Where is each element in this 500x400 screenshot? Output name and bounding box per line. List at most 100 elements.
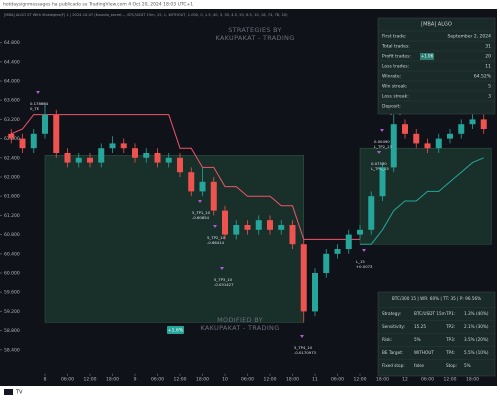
stats-key: Loss streak: — [382, 94, 409, 100]
candle-body — [143, 153, 150, 158]
settings-cell: Stop: — [446, 363, 457, 368]
arrow — [220, 267, 224, 270]
stop-line — [360, 157, 484, 245]
y-tick-label: 62.800 — [4, 136, 20, 142]
candle-body — [222, 210, 228, 235]
candle-body — [64, 153, 71, 163]
candle-body — [357, 229, 363, 235]
x-tick-label: 18:00 — [286, 377, 299, 383]
x-tick-label: 10 — [222, 377, 228, 383]
stats-value: 11 — [485, 64, 491, 70]
arrow — [377, 151, 381, 154]
arrow — [213, 225, 217, 228]
x-tick-label: 11 — [312, 377, 318, 383]
settings-cell: WITHOUT — [414, 350, 434, 355]
candle-body — [19, 138, 26, 149]
y-tick-label: 60.400 — [4, 251, 20, 257]
stats-value: 5 — [488, 84, 491, 90]
candle-body — [87, 157, 93, 163]
annotation: 5_TP2_10 — [207, 235, 226, 240]
y-tick-label: 58.800 — [4, 328, 20, 334]
settings-cell: Strategy: — [382, 311, 401, 316]
annotation: L_TP2_13 — [374, 144, 392, 149]
settings-cell: 5.5% (10%) — [464, 350, 489, 355]
indicator-line: [MBA] ALGO ST With Strategies(F) 1 | 202… — [4, 13, 288, 17]
stats-value: 64.52% — [474, 74, 492, 80]
annotation: 0.178664 — [30, 101, 49, 106]
candle-body — [75, 157, 82, 163]
y-tick-label: 60.000 — [4, 271, 20, 277]
candle-body — [334, 249, 341, 254]
settings-title: BTC/300 15 | WR: 60% | TT: 35 | P: 96.56… — [392, 296, 481, 301]
x-tick-label: 18:00 — [196, 377, 209, 383]
annotation: -0.031427 — [214, 282, 234, 287]
settings-cell: TP3: — [445, 337, 455, 342]
x-tick-label: 18:00 — [376, 377, 389, 383]
settings-cell: BTC/USDT 15m — [414, 311, 446, 316]
annotation: 0.00490 — [374, 139, 390, 144]
annotation: 5_TP1_10 — [192, 210, 211, 215]
stats-value: September 2, 2024 — [448, 34, 492, 40]
x-tick-label: 12:00 — [174, 377, 187, 383]
y-tick-label: 64.000 — [4, 79, 20, 85]
settings-cell: false — [414, 363, 424, 368]
watermark: KAKUPAKAT - TRADING — [215, 34, 294, 42]
settings-cell: 2.1% (30%) — [464, 324, 489, 329]
candle-body — [435, 138, 442, 149]
settings-cell: TP4: — [445, 350, 455, 355]
annotation: 5_TP3_10 — [214, 277, 233, 282]
candle-body — [368, 196, 375, 230]
candle-body — [447, 133, 453, 139]
x-tick-label: 06:00 — [421, 377, 434, 383]
publisher-line: hotdaysignmessages ha publicado su Tradi… — [3, 2, 193, 8]
x-tick-label: 06:00 — [151, 377, 164, 383]
candle-body — [345, 234, 352, 249]
y-tick-label: 60.800 — [4, 232, 20, 238]
annotation: 5_TP4_10 — [294, 345, 313, 350]
settings-cell: Sensitivity: — [382, 324, 405, 329]
candle-body — [42, 114, 48, 134]
x-tick-label: 12:00 — [264, 377, 277, 383]
candle-body — [300, 244, 307, 312]
candle-body — [458, 124, 465, 134]
x-tick-label: 18:00 — [466, 377, 479, 383]
trade-zone — [44, 155, 304, 323]
candle-body — [98, 148, 105, 163]
x-tick-label: 12 — [402, 377, 408, 383]
candle-body — [53, 114, 60, 153]
candle-body — [210, 181, 217, 211]
y-tick-label: 59.200 — [4, 309, 20, 315]
candle-body — [30, 133, 37, 149]
settings-cell: TP2: — [445, 324, 455, 329]
annotation: 0_TE — [30, 106, 40, 111]
annotation: -0.60854 — [192, 215, 210, 220]
settings-cell: BE Target: — [382, 350, 403, 355]
arrow — [300, 335, 304, 338]
y-tick-label: 62.000 — [4, 175, 20, 181]
stats-key: Loss trades: — [382, 64, 409, 70]
stats-title: [MBA] ALGO — [421, 22, 452, 28]
annotation: 0.07530 — [371, 161, 387, 166]
stop-line — [11, 114, 360, 240]
annotation: L_TP1_15 — [371, 166, 389, 171]
panels: [MBA] ALGO First trade: September 2, 2024 T… — [377, 17, 496, 377]
candle-body — [278, 225, 285, 230]
y-tick-label: 63.200 — [4, 117, 20, 123]
candle-body — [323, 253, 330, 273]
badge-box — [167, 326, 184, 334]
candle-body — [188, 172, 195, 192]
settings-panel-bg — [377, 291, 496, 377]
watermark: STRATEGIES BY — [228, 26, 282, 34]
arrow — [380, 129, 384, 132]
tv-logo: TV — [4, 389, 23, 396]
candle-body — [379, 167, 386, 197]
settings-cell: TP1: — [445, 311, 455, 316]
stats-badge: +1.06 — [421, 54, 434, 59]
x-tick-label: 12:00 — [84, 377, 97, 383]
candle-body — [390, 124, 397, 168]
x-tick-label: 12:00 — [444, 377, 457, 383]
x-tick-label: 9 — [134, 377, 137, 383]
y-tick-label: 64.800 — [4, 40, 20, 46]
stats-key: First trade: — [382, 34, 406, 40]
